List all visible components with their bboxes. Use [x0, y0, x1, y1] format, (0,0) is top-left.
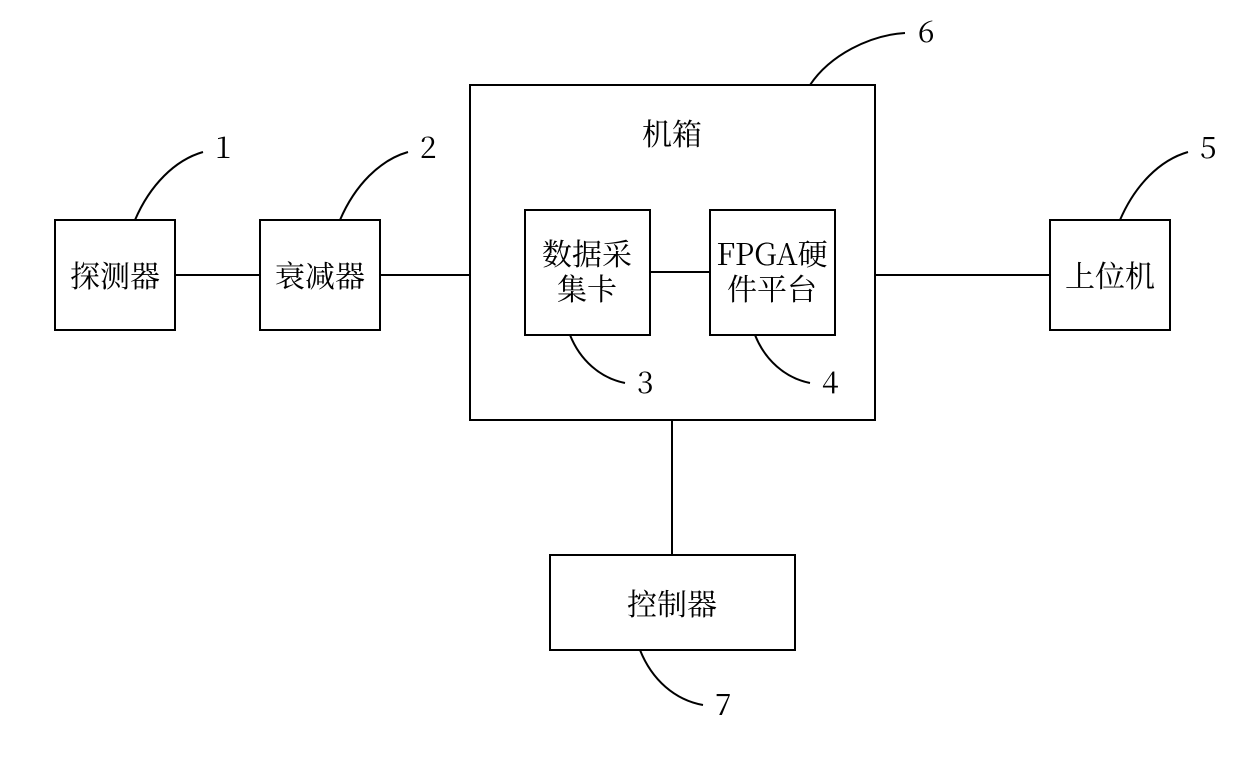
- node-host: 上位机: [1050, 220, 1170, 330]
- block-diagram: 探测器 1 衰减器 2 机箱 6 数据采 集卡 3 F: [0, 0, 1240, 775]
- label-controller: 控制器: [627, 580, 717, 624]
- number-6: 6: [918, 7, 935, 51]
- label-daq-line2: 集卡: [557, 265, 617, 309]
- number-5: 5: [1200, 123, 1217, 167]
- leader-1: 1: [135, 123, 232, 220]
- leader-6: 6: [810, 7, 935, 85]
- number-1: 1: [215, 123, 232, 167]
- node-detector: 探测器: [55, 220, 175, 330]
- number-4: 4: [822, 358, 839, 402]
- leader-5: 5: [1120, 123, 1217, 220]
- node-fpga: FPGA硬 件平台: [710, 210, 835, 335]
- leader-3: 3: [570, 335, 654, 402]
- node-controller: 控制器: [550, 555, 795, 650]
- leader-4: 4: [755, 335, 839, 402]
- node-attenuator: 衰减器: [260, 220, 380, 330]
- number-3: 3: [637, 358, 654, 402]
- label-attenuator: 衰减器: [275, 252, 365, 296]
- node-daq: 数据采 集卡: [525, 210, 650, 335]
- number-2: 2: [420, 123, 437, 167]
- label-host: 上位机: [1065, 252, 1155, 296]
- leader-7: 7: [640, 650, 732, 724]
- leader-2: 2: [340, 123, 437, 220]
- label-chassis: 机箱: [642, 110, 702, 154]
- number-7: 7: [715, 680, 732, 724]
- label-detector: 探测器: [70, 252, 160, 296]
- label-fpga-line2: 件平台: [727, 265, 817, 309]
